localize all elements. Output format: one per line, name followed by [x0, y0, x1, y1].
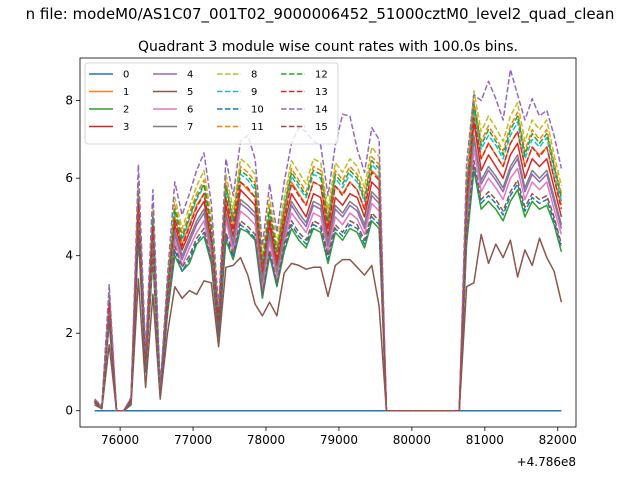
legend-entry: 0	[89, 70, 129, 81]
legend-entry: 9	[217, 87, 257, 98]
x-tick-label: 79000	[320, 433, 358, 447]
legend-entry: 3	[89, 122, 129, 133]
legend-entry: 5	[153, 87, 193, 98]
legend-label: 10	[251, 105, 264, 116]
x-offset-label: +4.786e8	[517, 455, 576, 469]
legend-entry: 6	[153, 105, 193, 116]
legend-label: 2	[123, 105, 129, 116]
legend-entry: 15	[281, 122, 328, 133]
y-tick-label: 0	[65, 404, 73, 418]
y-tick-label: 2	[65, 326, 73, 340]
x-axis: 76000 77000 78000 79000 80000 81000 82000	[101, 427, 577, 447]
x-tick-label: 78000	[247, 433, 285, 447]
x-tick-label: 82000	[539, 433, 577, 447]
y-tick-label: 6	[65, 171, 73, 185]
legend-label: 14	[315, 105, 328, 116]
series-line-14	[94, 68, 563, 412]
legend-label: 3	[123, 122, 129, 133]
series-line-7	[94, 134, 563, 412]
legend-label: 7	[187, 122, 193, 133]
chart-title: Quadrant 3 module wise count rates with …	[138, 39, 518, 55]
x-tick-label: 77000	[174, 433, 212, 447]
legend-entry: 14	[281, 105, 328, 116]
series-line-10	[94, 165, 563, 412]
y-tick-label: 4	[65, 249, 73, 263]
legend-box	[84, 62, 339, 145]
legend-label: 11	[251, 122, 264, 133]
y-tick-label: 8	[65, 94, 73, 108]
legend-entry: 7	[153, 122, 193, 133]
series-line-13	[94, 117, 563, 412]
legend-label: 13	[315, 87, 328, 98]
legend-entry: 1	[89, 87, 129, 98]
figure-suptitle: n file: modeM0/AS1C07_001T02_9000006452_…	[26, 5, 615, 24]
legend-label: 15	[315, 122, 328, 133]
x-tick-label: 76000	[101, 433, 139, 447]
x-tick-label: 80000	[393, 433, 431, 447]
x-tick-label: 81000	[466, 433, 504, 447]
series-line-15	[94, 159, 563, 412]
legend-label: 6	[187, 105, 193, 116]
y-axis: 0 2 4 6 8	[65, 94, 80, 418]
legend-entry: 11	[217, 122, 264, 133]
legend-label: 4	[187, 70, 193, 81]
legend-entry: 4	[153, 70, 193, 81]
legend-entry: 2	[89, 105, 129, 116]
legend-label: 8	[251, 70, 257, 81]
legend-entry: 12	[281, 70, 328, 81]
legend-entry: 8	[217, 70, 257, 81]
axes-frame	[79, 57, 577, 428]
legend-entry: 10	[217, 105, 264, 116]
legend-label: 0	[123, 70, 129, 81]
legend-entry: 13	[281, 87, 328, 98]
series-line-6	[94, 148, 563, 412]
series-line-5	[94, 233, 563, 412]
legend-label: 12	[315, 70, 328, 81]
series-lines	[94, 68, 563, 412]
series-line-12	[94, 103, 563, 412]
legend-label: 9	[251, 87, 257, 98]
legend-label: 5	[187, 87, 193, 98]
legend-label: 1	[123, 87, 129, 98]
